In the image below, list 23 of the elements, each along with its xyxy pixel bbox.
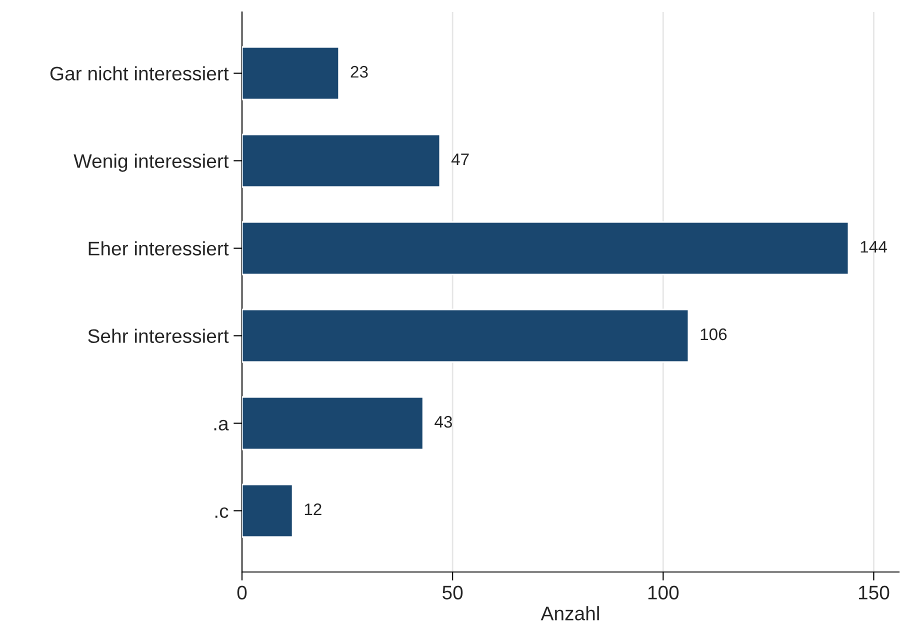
x-tick-label: 150 [858,586,890,600]
data-label: 47 [451,154,469,166]
data-label: 43 [434,416,452,428]
y-tick-label: Gar nicht interessiert [50,66,229,80]
x-tick-label: 0 [237,586,247,600]
y-tick-label: .c [215,507,228,518]
y-tick-label: .a [214,420,229,430]
bar [242,46,340,100]
data-label: 12 [304,503,322,516]
bar [242,484,294,538]
x-tick-label: 50 [442,586,463,600]
bar [242,308,690,363]
y-tick-label: Wenig interessiert [74,154,229,172]
bar [242,396,424,450]
y-tick-label: Eher interessiert [88,241,229,256]
data-label: 23 [350,66,368,78]
y-tick-label: Sehr interessiert [88,328,229,343]
x-tick-label: 100 [648,586,679,600]
bar [242,134,441,188]
x-axis-title: Anzahl [540,606,599,620]
data-label: 106 [700,328,727,340]
data-label: 144 [860,241,887,253]
bar [242,221,850,276]
